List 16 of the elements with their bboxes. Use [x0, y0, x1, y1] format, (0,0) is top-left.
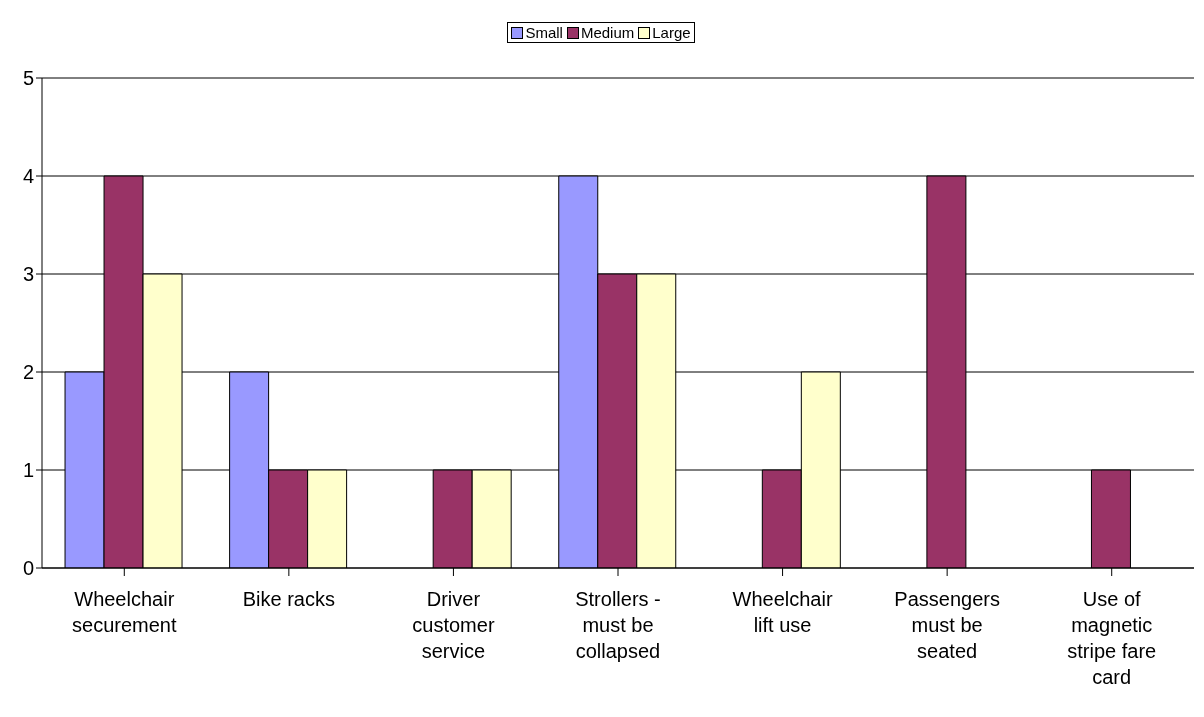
y-tick-label: 1: [22, 459, 34, 482]
x-tick-label: Bike racks: [242, 588, 335, 610]
x-tick-label: Wheelchair securement: [72, 588, 177, 636]
y-tick-label: 0: [22, 557, 34, 580]
x-tick-label: Passengers must be seated: [894, 588, 1000, 662]
legend-label: Large: [651, 24, 691, 41]
x-tick-label: Use of magnetic stripe fare card: [1067, 588, 1157, 688]
x-tick-label: Driver customer service: [412, 588, 495, 662]
x-tick-label: Strollers - must be collapsed: [575, 588, 661, 662]
y-tick-label: 5: [22, 67, 34, 90]
y-tick-label: 3: [22, 263, 34, 286]
y-tick-label: 2: [22, 361, 34, 384]
x-tick-label: Wheelchair lift use: [732, 588, 833, 636]
y-tick-label: 4: [22, 165, 34, 188]
legend-label: Small: [524, 24, 563, 41]
legend-label: Medium: [579, 24, 635, 41]
